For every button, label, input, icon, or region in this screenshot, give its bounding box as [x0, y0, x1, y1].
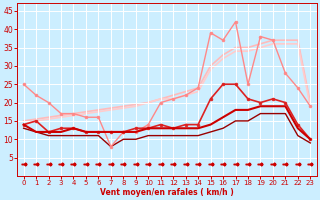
X-axis label: Vent moyen/en rafales ( km/h ): Vent moyen/en rafales ( km/h ): [100, 188, 234, 197]
